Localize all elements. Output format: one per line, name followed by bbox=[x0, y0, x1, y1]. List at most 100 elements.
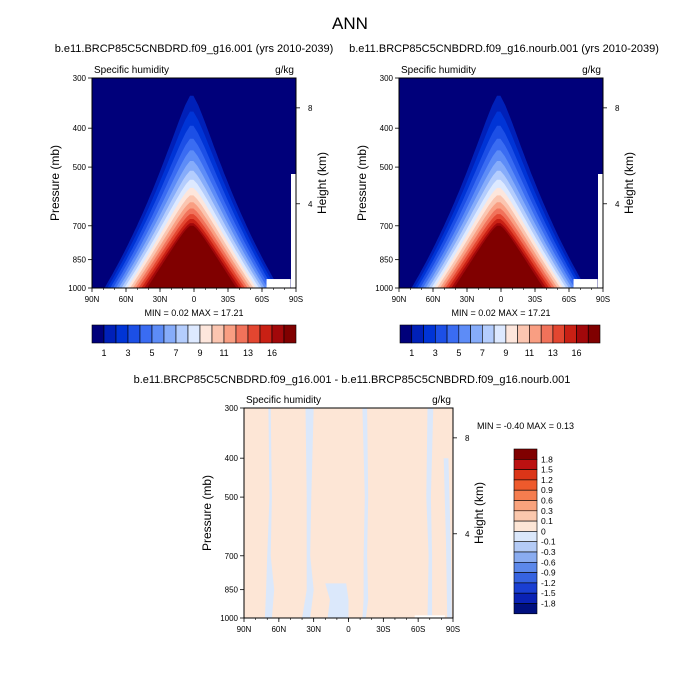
subtitle-right: g/kg bbox=[582, 65, 601, 76]
colorbar-label: 0.1 bbox=[541, 516, 553, 526]
y-tick-label: 1000 bbox=[68, 284, 86, 293]
colorbar-swatch bbox=[513, 561, 538, 573]
colorbar-label: 1 bbox=[101, 348, 106, 358]
colorbar-swatch bbox=[540, 324, 554, 344]
figure-title: ANN bbox=[332, 14, 368, 33]
subtitle-left: Specific humidity bbox=[401, 65, 476, 76]
colorbar-label: 0 bbox=[541, 526, 546, 536]
colorbar-label: 7 bbox=[480, 348, 485, 358]
y-axis-right: 8 4 Height (km) bbox=[296, 104, 329, 214]
contour-band-negative bbox=[443, 458, 452, 618]
colorbar-swatch bbox=[505, 324, 518, 344]
min-max-label: MIN = 0.02 MAX = 17.21 bbox=[451, 308, 550, 318]
y-tick-label: 1000 bbox=[220, 614, 238, 623]
colorbar-label: 9 bbox=[503, 348, 508, 358]
panel-nourb: b.e11.BRCP85C5CNBDRD.f09_g16.nourb.001 (… bbox=[349, 43, 659, 358]
colorbar-label: 0.3 bbox=[541, 506, 553, 516]
subtitle-right: g/kg bbox=[432, 395, 451, 406]
y-axis-right-label: Height (km) bbox=[472, 482, 486, 544]
y-right-tick-label: 8 bbox=[308, 104, 313, 113]
colorbar-swatch bbox=[115, 324, 129, 344]
x-tick-label: 0 bbox=[192, 295, 197, 304]
x-tick-label: 30S bbox=[528, 295, 542, 304]
y-axis: 300 400 500 700 850 1000 Pressure (mb) bbox=[355, 74, 399, 293]
contour-band-positive bbox=[244, 408, 453, 618]
min-max-label: MIN = -0.40 MAX = 0.13 bbox=[477, 421, 574, 431]
y-axis-label: Pressure (mb) bbox=[48, 145, 62, 221]
colorbar: 1 3 5 7 9 11 13 16 bbox=[91, 324, 297, 358]
y-axis-label: Pressure (mb) bbox=[200, 475, 214, 551]
colorbar-swatch bbox=[175, 324, 189, 344]
colorbar-swatch bbox=[223, 324, 237, 344]
colorbar-label: -0.3 bbox=[541, 547, 556, 557]
x-tick-label: 30N bbox=[153, 295, 168, 304]
colorbar-swatch bbox=[513, 531, 538, 543]
colorbar-swatch bbox=[587, 324, 601, 344]
colorbar-swatch bbox=[513, 469, 538, 481]
x-axis: 90N 60N 30N 0 30S 60S 90S bbox=[237, 618, 460, 634]
colorbar-swatch bbox=[470, 324, 483, 344]
x-tick-label: 60S bbox=[562, 295, 576, 304]
y-tick-label: 500 bbox=[73, 163, 87, 172]
colorbar-swatch bbox=[127, 324, 141, 344]
colorbar-label: -1.8 bbox=[541, 599, 556, 609]
x-tick-label: 30N bbox=[460, 295, 475, 304]
y-axis-label: Pressure (mb) bbox=[355, 145, 369, 221]
colorbar-label: 0.6 bbox=[541, 496, 553, 506]
colorbar-label: 16 bbox=[571, 348, 581, 358]
colorbar-swatch bbox=[513, 592, 538, 604]
panel-title: b.e11.BRCP85C5CNBDRD.f09_g16.001 - b.e11… bbox=[134, 374, 571, 386]
colorbar-swatch bbox=[513, 582, 538, 594]
y-tick-label: 400 bbox=[73, 124, 87, 133]
colorbar-label: 13 bbox=[548, 348, 558, 358]
missing-data-region bbox=[291, 173, 296, 288]
panel-difference: b.e11.BRCP85C5CNBDRD.f09_g16.001 - b.e11… bbox=[134, 374, 574, 634]
min-max-label: MIN = 0.02 MAX = 17.21 bbox=[144, 308, 243, 318]
contour-band-negative bbox=[426, 408, 434, 618]
colorbar-swatch bbox=[482, 324, 495, 344]
x-tick-label: 30S bbox=[221, 295, 235, 304]
colorbar-swatch bbox=[211, 324, 225, 344]
colorbar-swatch bbox=[552, 324, 566, 344]
y-tick-label: 850 bbox=[73, 256, 87, 265]
y-tick-label: 300 bbox=[380, 74, 394, 83]
panel-title: b.e11.BRCP85C5CNBDRD.f09_g16.nourb.001 (… bbox=[349, 43, 659, 55]
y-axis: 300 400 500 700 850 1000 Pressure (mb) bbox=[200, 404, 244, 623]
colorbar-swatch bbox=[411, 324, 424, 344]
colorbar-swatch bbox=[513, 510, 538, 522]
contour-band-16 bbox=[147, 225, 237, 288]
y-tick-label: 500 bbox=[225, 493, 239, 502]
y-tick-label: 400 bbox=[225, 454, 239, 463]
colorbar-label: 5 bbox=[456, 348, 461, 358]
y-tick-label: 700 bbox=[225, 552, 239, 561]
y-right-tick-label: 8 bbox=[615, 104, 620, 113]
panel-title: b.e11.BRCP85C5CNBDRD.f09_g16.001 (yrs 20… bbox=[55, 43, 334, 55]
colorbar-label: -0.1 bbox=[541, 537, 556, 547]
colorbar-label: 1 bbox=[409, 348, 414, 358]
y-axis-right: 8 4 Height (km) bbox=[453, 434, 486, 544]
colorbar-swatch bbox=[513, 458, 538, 470]
colorbar-label: 1.2 bbox=[541, 475, 553, 485]
x-axis: 90N 60N 30N 0 30S 60S 90S bbox=[85, 288, 303, 304]
colorbar-label: -0.6 bbox=[541, 557, 556, 567]
colorbar-swatch bbox=[513, 603, 538, 615]
colorbar-swatch bbox=[576, 324, 589, 344]
colorbar-swatch bbox=[517, 324, 530, 344]
contour-band-negative bbox=[325, 583, 349, 618]
colorbar-label: 11 bbox=[525, 348, 534, 358]
subtitle-left: Specific humidity bbox=[94, 65, 169, 76]
y-right-tick-label: 4 bbox=[308, 200, 313, 209]
x-tick-label: 90N bbox=[237, 625, 252, 634]
y-axis-right-label: Height (km) bbox=[622, 152, 636, 214]
missing-data-region bbox=[414, 615, 445, 618]
colorbar-label: -0.9 bbox=[541, 568, 556, 578]
y-axis-right: 8 4 Height (km) bbox=[603, 104, 636, 214]
x-tick-label: 0 bbox=[346, 625, 351, 634]
colorbar-swatch bbox=[513, 551, 538, 563]
missing-data-region bbox=[573, 279, 598, 288]
x-tick-label: 90S bbox=[596, 295, 610, 304]
x-tick-label: 0 bbox=[499, 295, 504, 304]
colorbar-label: 3 bbox=[125, 348, 130, 358]
colorbar-swatch bbox=[529, 324, 542, 344]
